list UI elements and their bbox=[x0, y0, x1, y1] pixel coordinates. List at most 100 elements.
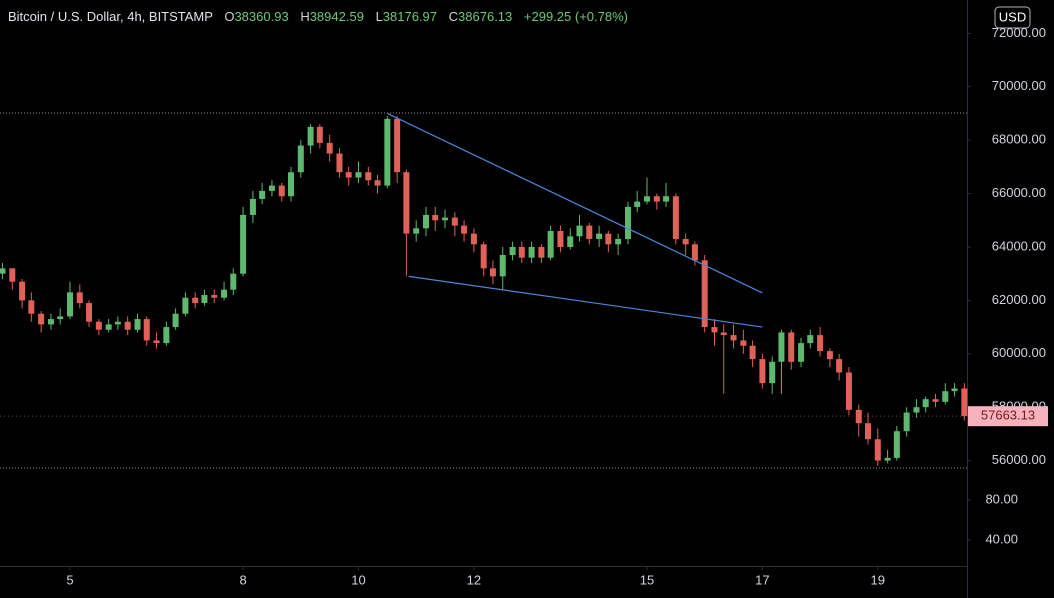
candle-body bbox=[586, 225, 593, 239]
candle-body bbox=[9, 268, 16, 282]
field-value: 38676.13 bbox=[458, 9, 512, 24]
candle-body bbox=[567, 236, 574, 247]
candle-body bbox=[951, 388, 958, 392]
y-tick-label: 60000.00 bbox=[992, 345, 1046, 360]
x-tick-label: 8 bbox=[239, 572, 246, 587]
candle-body bbox=[95, 321, 102, 330]
candle-body bbox=[596, 233, 603, 239]
currency-button[interactable] bbox=[994, 6, 1031, 29]
candle-body bbox=[365, 172, 372, 181]
field-value: 38176.97 bbox=[383, 9, 437, 24]
y-tick-label: 68000.00 bbox=[992, 132, 1046, 147]
x-tick-label: 17 bbox=[755, 572, 769, 587]
candle-body bbox=[807, 335, 814, 344]
candle-body bbox=[134, 319, 141, 330]
y-tick-label: 40.00 bbox=[985, 531, 1018, 546]
candle-body bbox=[66, 292, 73, 317]
candle-body bbox=[413, 228, 420, 234]
y-tick-label: 72000.00 bbox=[992, 25, 1046, 40]
candle-body bbox=[316, 126, 323, 143]
field-label: L bbox=[376, 9, 383, 24]
candle-body bbox=[163, 327, 170, 344]
candle-body bbox=[691, 244, 698, 261]
candle-body bbox=[57, 316, 64, 320]
candle-body bbox=[86, 303, 93, 322]
candle-body bbox=[355, 172, 362, 178]
candle-body bbox=[114, 321, 121, 325]
candle-body bbox=[489, 268, 496, 277]
candle-body bbox=[634, 201, 641, 207]
y-tick-label: 62000.00 bbox=[992, 292, 1046, 307]
candle-body bbox=[278, 185, 285, 197]
candle-body bbox=[701, 260, 708, 328]
candle-body bbox=[47, 319, 54, 325]
candle-body bbox=[624, 206, 631, 239]
candle-body bbox=[720, 332, 727, 336]
candle-body bbox=[749, 345, 756, 360]
field-label: H bbox=[300, 9, 309, 24]
candle-body bbox=[403, 172, 410, 234]
candle-body bbox=[143, 319, 150, 341]
candle-body bbox=[221, 289, 228, 298]
candle-body bbox=[326, 142, 333, 154]
candle-body bbox=[461, 225, 468, 234]
trendline bbox=[408, 275, 763, 328]
candle-body bbox=[672, 196, 679, 239]
y-tick-label: 64000.00 bbox=[992, 238, 1046, 253]
candle-body bbox=[153, 340, 160, 344]
candle-body bbox=[903, 412, 910, 432]
candle-body bbox=[470, 233, 477, 245]
candle-body bbox=[682, 238, 689, 245]
candle-body bbox=[442, 217, 449, 221]
candle-body bbox=[172, 313, 179, 328]
candle-body bbox=[576, 225, 583, 237]
x-tick-label: 5 bbox=[66, 572, 73, 587]
candle-body bbox=[922, 399, 929, 408]
candle-body bbox=[893, 431, 900, 458]
candle-body bbox=[798, 343, 805, 362]
candle-body bbox=[711, 327, 718, 333]
candle-body bbox=[759, 359, 766, 384]
y-tick-label: 66000.00 bbox=[992, 185, 1046, 200]
candle-body bbox=[826, 351, 833, 360]
field-label: O bbox=[224, 9, 234, 24]
candle-body bbox=[38, 313, 45, 325]
candle-body bbox=[855, 409, 862, 424]
candle-body bbox=[384, 118, 391, 186]
field-value: 38942.59 bbox=[310, 9, 364, 24]
candle-body bbox=[730, 335, 737, 341]
candle-body bbox=[817, 335, 824, 352]
x-tick-label: 15 bbox=[640, 572, 654, 587]
candle-body bbox=[615, 238, 622, 245]
candle-body bbox=[557, 230, 564, 247]
candle-body bbox=[192, 297, 199, 304]
candle-body bbox=[518, 246, 525, 258]
candle-body bbox=[932, 399, 939, 402]
candle-body bbox=[182, 297, 189, 314]
candle-body bbox=[836, 359, 843, 373]
candle-body bbox=[432, 214, 439, 221]
last-price-tag bbox=[968, 406, 1048, 427]
candle-body bbox=[201, 295, 208, 304]
x-tick-label: 10 bbox=[351, 572, 365, 587]
candle-body bbox=[336, 153, 343, 173]
candle-body bbox=[19, 281, 26, 301]
change: +299.25 (+0.78%) bbox=[524, 9, 628, 24]
candle-body bbox=[307, 126, 314, 146]
candle-body bbox=[297, 145, 304, 173]
candle-body bbox=[547, 230, 554, 258]
candle-body bbox=[740, 340, 747, 346]
field-label: C bbox=[449, 9, 458, 24]
candle-body bbox=[211, 295, 218, 298]
candle-body bbox=[76, 292, 83, 304]
field-value: 38360.93 bbox=[234, 9, 288, 24]
x-tick-label: 19 bbox=[871, 572, 885, 587]
candle-body bbox=[394, 118, 401, 173]
candle-body bbox=[499, 254, 506, 277]
candle-body bbox=[287, 172, 294, 197]
candle-body bbox=[0, 268, 6, 274]
symbol: Bitcoin / U.S. Dollar, 4h, BITSTAMP bbox=[8, 9, 213, 24]
currency[interactable]: USD bbox=[999, 9, 1026, 24]
candle-body bbox=[259, 190, 266, 199]
